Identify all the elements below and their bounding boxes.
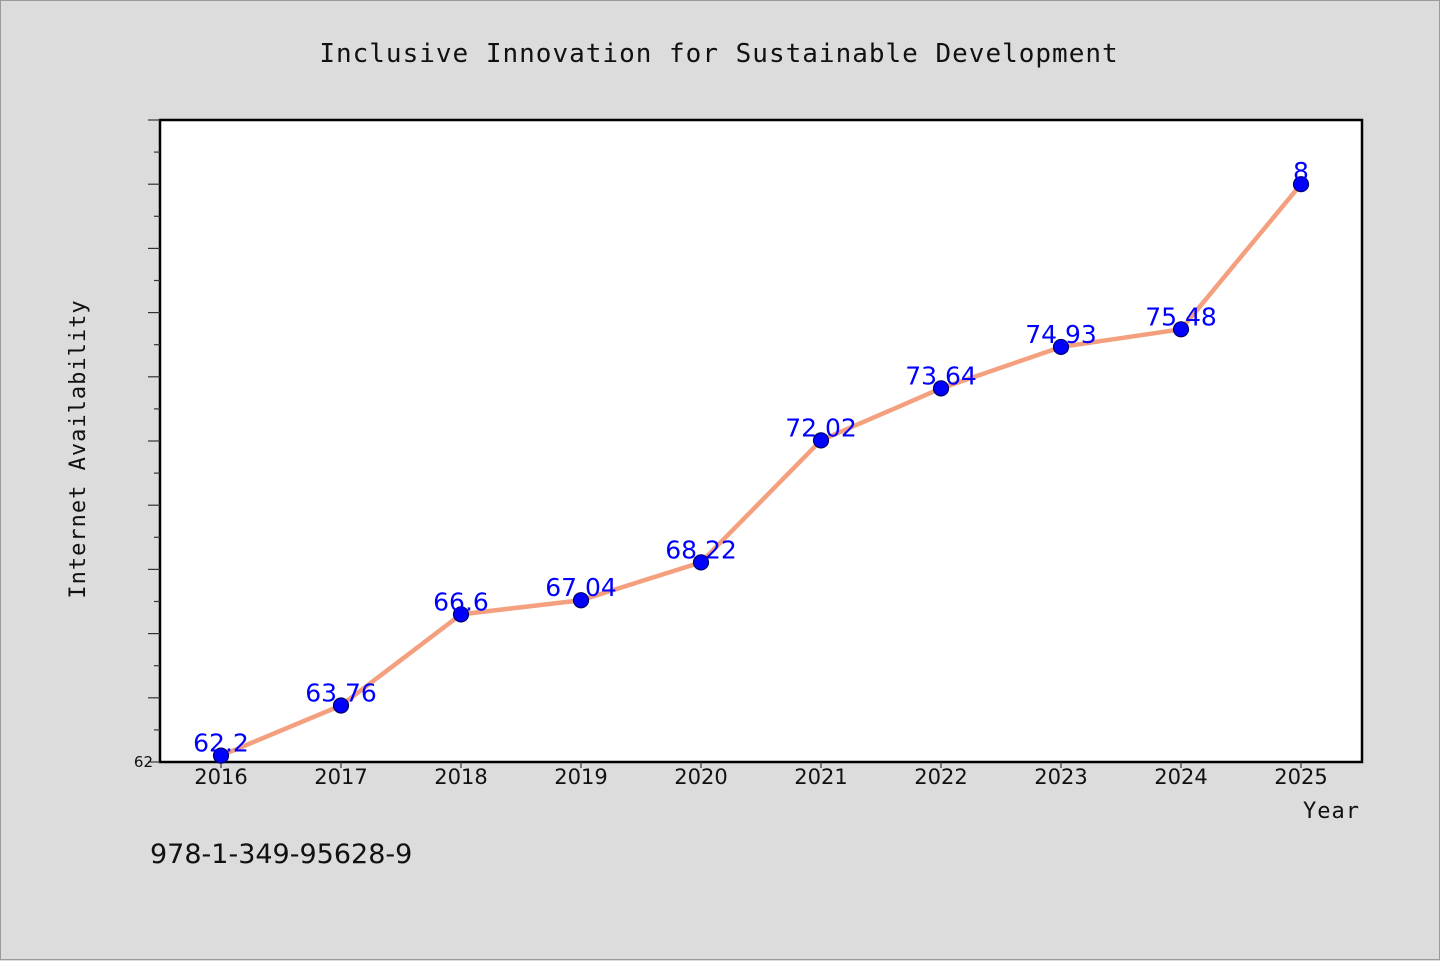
- data-label: 68.22: [665, 535, 737, 564]
- x-tick-label: 2020: [674, 765, 727, 789]
- x-tick-label: 2022: [914, 765, 967, 789]
- data-label: 73.64: [905, 361, 977, 390]
- x-tick-label: 2017: [314, 765, 367, 789]
- plot-area: [158, 118, 1364, 764]
- chart-title: Inclusive Innovation for Sustainable Dev…: [319, 39, 1118, 69]
- data-point: [1172, 321, 1190, 338]
- data-label: 75.48: [1145, 302, 1217, 331]
- x-tick-label: 2024: [1154, 765, 1207, 789]
- x-tick-label: 2025: [1274, 765, 1327, 789]
- data-label: 8: [1293, 157, 1309, 186]
- data-point: [692, 554, 710, 571]
- x-tick-label: 2018: [434, 765, 487, 789]
- data-point: [1292, 176, 1310, 193]
- x-axis-ticks: [220, 762, 1302, 768]
- x-axis-label: Year: [1303, 799, 1360, 824]
- y-axis-label: Internet Availability: [66, 299, 91, 598]
- data-label: 63.76: [305, 679, 377, 708]
- data-point: [1052, 338, 1070, 356]
- data-point: [572, 592, 590, 609]
- data-point: [332, 697, 350, 714]
- data-label: 72.02: [785, 413, 857, 442]
- x-tick-labels: 2016 2017 2018 2019 2020 2021 2022 2023 2024 2025: [194, 765, 1327, 789]
- data-label: 67.04: [545, 573, 617, 602]
- data-label: 66.6: [433, 587, 489, 616]
- y-axis-ticks: [148, 119, 160, 763]
- x-tick-label: 2023: [1034, 765, 1087, 789]
- x-tick-label: 2021: [794, 765, 847, 789]
- data-label: 74.93: [1025, 320, 1097, 349]
- data-point: [812, 432, 830, 449]
- x-tick-label: 2016: [194, 765, 247, 789]
- data-point: [932, 380, 950, 397]
- y-tick-label: 62: [134, 753, 153, 771]
- footer-code: 978-1-349-95628-9: [150, 839, 412, 870]
- data-point: [212, 747, 230, 764]
- series-0: 62.2 63.76 66.6 67.04 68.22 72.02 73.64 74.93 75…: [193, 157, 1310, 764]
- data-point: [452, 606, 470, 623]
- series-line: [218, 181, 1304, 758]
- x-tick-label: 2019: [554, 765, 607, 789]
- data-label: 62.2: [193, 729, 249, 758]
